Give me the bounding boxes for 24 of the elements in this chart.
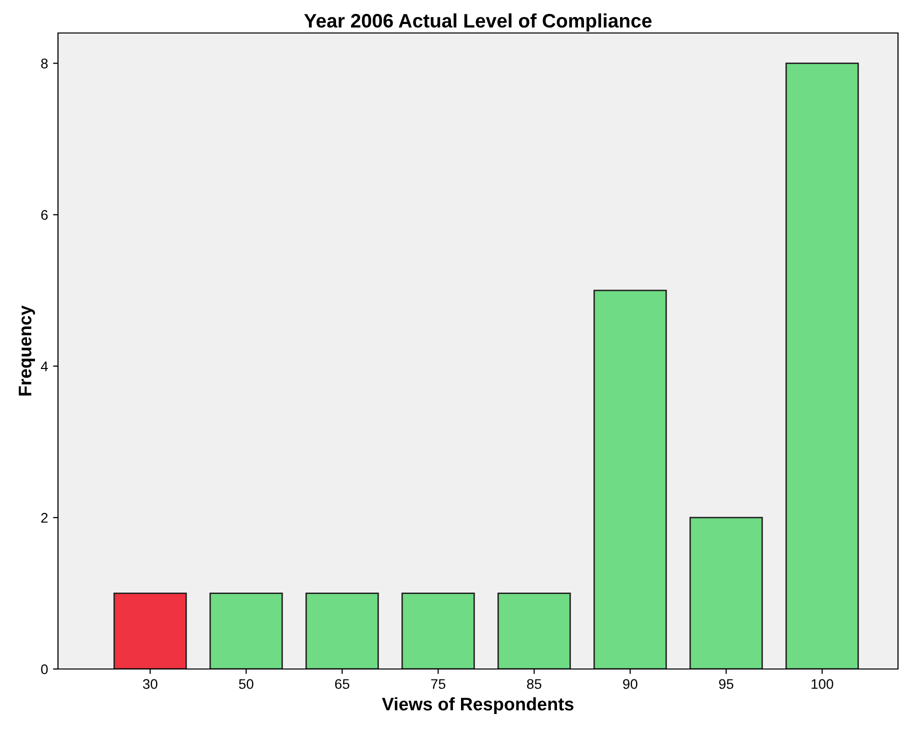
x-tick-label: 50 — [238, 679, 254, 689]
bar — [689, 516, 763, 669]
x-tick-label: 30 — [142, 679, 158, 689]
bar — [497, 592, 571, 669]
bar — [401, 592, 475, 669]
bar — [305, 592, 379, 669]
y-tick-label: 2 — [41, 512, 48, 523]
y-axis-title: Frequency — [18, 305, 35, 396]
x-tick-label: 65 — [335, 679, 350, 689]
y-tick-label: 6 — [41, 210, 48, 220]
x-tick-label: 95 — [719, 679, 734, 689]
bar — [209, 592, 283, 669]
y-tick-label: 4 — [40, 362, 48, 372]
x-tick-label: 100 — [812, 679, 834, 689]
y-tick-label: 8 — [41, 58, 48, 68]
bar — [593, 290, 667, 669]
x-axis-title: Views of Respondents — [382, 697, 574, 714]
chart-title: Year 2006 Actual Level of Compliance — [304, 13, 652, 32]
bar — [785, 62, 859, 669]
x-tick-label: 90 — [623, 679, 638, 689]
x-tick-label: 85 — [527, 679, 542, 689]
x-tick-label: 75 — [431, 679, 446, 689]
y-tick-label: 0 — [41, 664, 48, 674]
bar — [113, 592, 187, 669]
